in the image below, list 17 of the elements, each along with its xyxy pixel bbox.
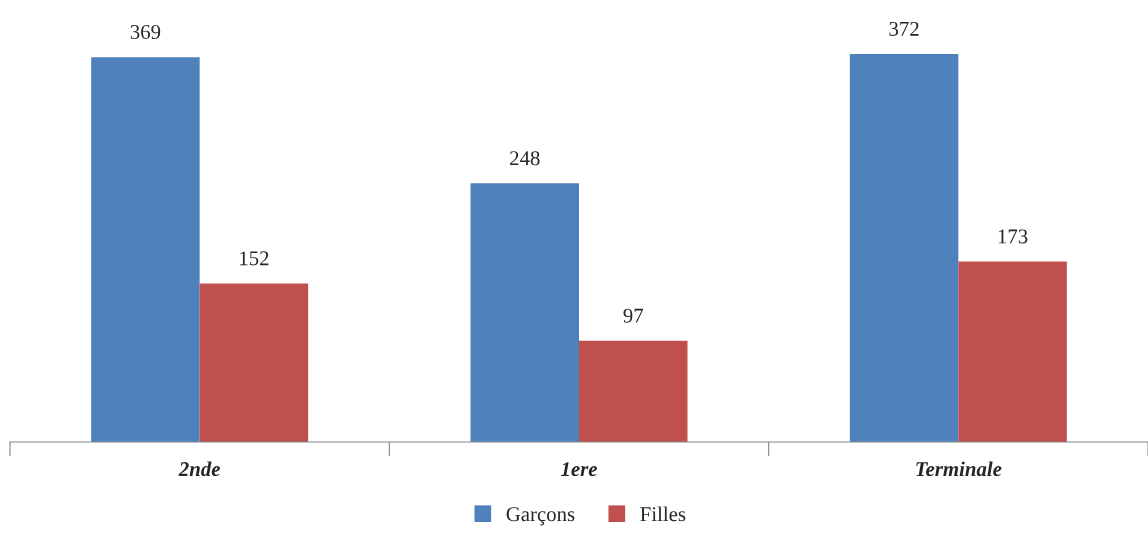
bar: [199, 283, 309, 442]
bar: [958, 261, 1067, 442]
bar: [579, 340, 688, 442]
bar: [470, 183, 579, 442]
data-label: 152: [240, 251, 269, 266]
x-tick-label: Terminale: [916, 461, 1002, 477]
bar: [91, 57, 200, 442]
data-label: 97: [623, 308, 644, 323]
data-label: 173: [998, 229, 1028, 244]
data-label: 369: [130, 25, 161, 40]
bar: [849, 54, 959, 442]
data-label: 248: [510, 151, 540, 166]
data-label: 372: [889, 21, 919, 36]
legend-label: Filles: [640, 506, 686, 522]
x-tick-label: 2nde: [178, 461, 221, 477]
x-tick-label: 1ere: [560, 462, 598, 477]
legend-label: Garçons: [506, 507, 575, 526]
